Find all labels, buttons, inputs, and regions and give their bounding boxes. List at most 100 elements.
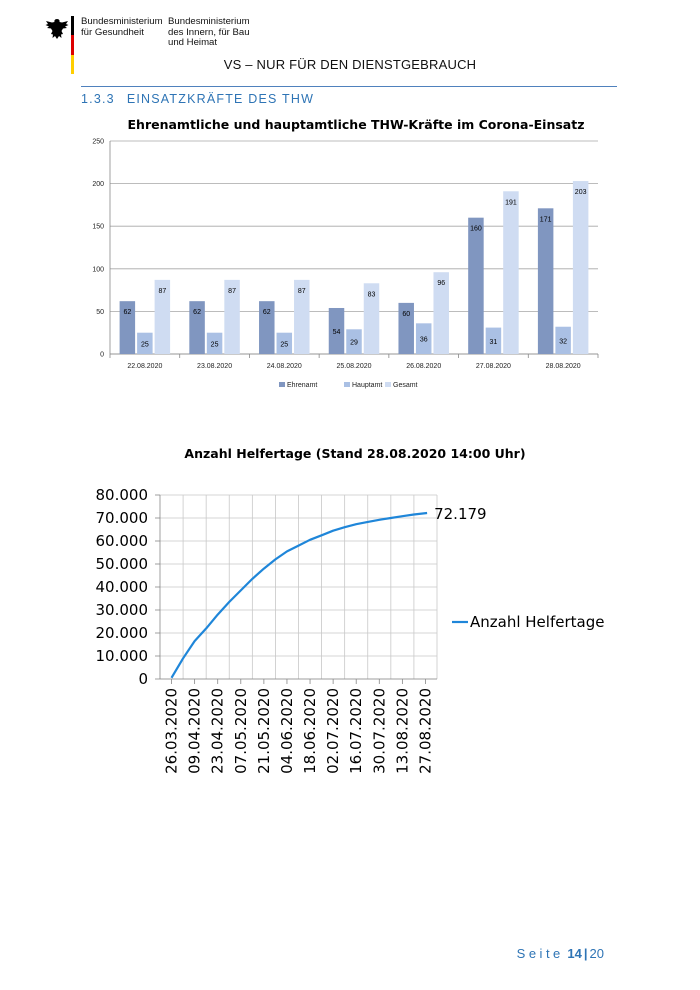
chart1-x-ticks: 22.08.2020 23.08.2020 24.08.2020 25.08.2020… (127, 363, 580, 370)
chart1-y-ticks: 0 50 100 150 200 250 (92, 139, 104, 359)
flag-black (71, 16, 74, 36)
chart1-legend-swatch (279, 382, 285, 387)
classification-label: VS – NUR FÜR DEN DIENSTGEBRAUCH (223, 57, 477, 72)
chart2-y-tick-label: 10.000 (96, 647, 149, 665)
chart1-bar (276, 332, 293, 354)
chart1-bar (572, 181, 589, 354)
chart1-data-label: 60 (402, 311, 410, 318)
chart2-end-value-label: 72.179 (434, 505, 487, 523)
ministry-interior-line3: und Heimat (168, 37, 218, 49)
chart2-y-tick-label: 80.000 (96, 486, 149, 504)
thw-forces-bar-chart: Ehrenamtliche und hauptamtliche THW-Kräf… (92, 117, 599, 389)
chart1-data-label: 62 (123, 309, 131, 316)
chart1-y-tick-label: 200 (92, 181, 104, 188)
chart1-x-tick-label: 25.08.2020 (336, 363, 371, 370)
chart1-y-tick-label: 0 (100, 352, 104, 359)
page-footer: Seite 14 | 20 (517, 946, 604, 961)
german-flag-stripe (71, 16, 74, 74)
chart2-y-tick-label: 30.000 (96, 601, 149, 619)
section-rule (81, 86, 617, 87)
chart1-data-label: 25 (211, 341, 219, 348)
chart1-x-tick-label: 28.08.2020 (546, 363, 581, 370)
chart1-bar (154, 279, 171, 354)
chart1-bar (206, 332, 223, 354)
chart1-data-label: 36 (420, 337, 428, 344)
chart1-bar (363, 283, 380, 354)
chart1-bar (503, 191, 519, 354)
chart2-y-tick-label: 60.000 (96, 532, 149, 550)
chart1-bar (346, 329, 362, 354)
chart1-x-tick-label: 24.08.2020 (267, 363, 302, 370)
chart1-title: Ehrenamtliche und hauptamtliche THW-Kräf… (128, 117, 585, 132)
chart1-legend-label: Gesamt (393, 382, 418, 389)
chart1-bars (119, 181, 589, 354)
chart1-bar (415, 323, 432, 354)
chart1-axes (109, 141, 599, 358)
chart2-x-tick-label: 23.04.2020 (209, 688, 227, 774)
chart1-legend-swatch (385, 382, 391, 387)
chart1-bar (328, 307, 345, 354)
chart1-data-label: 32 (559, 338, 567, 345)
chart1-bar (555, 326, 571, 354)
chart1-y-tick-label: 150 (92, 224, 104, 231)
chart1-bar (468, 217, 484, 354)
chart1-x-tick-label: 23.08.2020 (197, 363, 232, 370)
chart1-bar (485, 327, 502, 354)
chart2-x-tick-label: 09.04.2020 (186, 688, 204, 774)
chart2-title: Anzahl Helfertage (Stand 28.08.2020 14:0… (184, 446, 525, 461)
chart1-data-label: 171 (540, 216, 552, 223)
section-title: EINSATZKRÄFTE DES THW (126, 92, 315, 106)
section-heading: 1.3.3 EINSATZKRÄFTE DES THW (81, 92, 314, 106)
ministry-health-line1: Bundesministerium (81, 16, 163, 27)
chart2-y-ticks: 0 10.000 20.000 30.000 40.000 50.000 60.000 70.… (96, 486, 149, 688)
chart1-x-tick-label: 26.08.2020 (406, 363, 441, 370)
chart1-data-label: 203 (575, 189, 587, 196)
chart2-y-tick-label: 50.000 (96, 555, 149, 573)
chart1-bar (294, 279, 310, 354)
chart2-x-tick-label: 26.03.2020 (163, 688, 181, 774)
chart2-grid (160, 494, 438, 680)
chart2-y-tick-label: 70.000 (96, 509, 149, 527)
page-label: Seite (516, 946, 564, 961)
chart1-bar (398, 302, 414, 354)
chart1-data-label: 83 (368, 291, 376, 298)
chart1-data-label: 62 (193, 309, 201, 316)
chart1-legend-swatch (344, 382, 350, 387)
chart2-x-tick-label: 13.08.2020 (393, 688, 411, 774)
chart1-data-label: 25 (280, 341, 288, 348)
page-total: 20 (589, 946, 604, 961)
ministry-health-label: Bundesministerium für Gesundheit (81, 16, 163, 38)
ministry-interior-line2: des Innern, für Bau (168, 26, 250, 38)
chart2-x-tick-label: 04.06.2020 (278, 688, 296, 774)
chart1-x-tick-label: 27.08.2020 (476, 363, 511, 370)
chart1-y-tick-label: 50 (96, 309, 104, 316)
chart1-data-label: 29 (350, 340, 358, 347)
chart1-bar (189, 301, 205, 354)
chart1-legend-label: Ehrenamt (287, 382, 317, 389)
page-number: 14 (567, 946, 582, 961)
ministry-interior-line1: Bundesministerium (168, 16, 250, 27)
chart1-legend: Ehrenamt Hauptamt Gesamt (279, 382, 418, 389)
chart2-x-tick-label: 16.07.2020 (347, 688, 365, 774)
chart1-bar (259, 301, 275, 354)
chart2-y-tick-label: 20.000 (96, 624, 149, 642)
ministry-interior-label: Bundesministerium des Innern, für Bau un… (168, 16, 250, 49)
federal-eagle-icon (44, 16, 70, 42)
chart1-data-label: 54 (333, 329, 341, 336)
chart1-data-label: 191 (505, 199, 517, 206)
chart1-y-tick-label: 100 (92, 266, 104, 273)
chart1-legend-label: Hauptamt (352, 382, 382, 389)
chart2-line: 72.179 (170, 505, 487, 679)
page-separator: | (583, 946, 588, 961)
chart1-x-tick-label: 22.08.2020 (127, 363, 162, 370)
chart2-axes (155, 494, 437, 684)
chart1-bar (119, 301, 136, 354)
chart2-x-ticks: 26.03.2020 09.04.2020 23.04.2020 07.05.2020… (163, 688, 435, 774)
chart1-data-label: 87 (298, 288, 306, 295)
chart1-bar (537, 208, 554, 354)
chart2-legend: Anzahl Helfertage (452, 613, 604, 631)
chart2-x-tick-label: 21.05.2020 (255, 688, 273, 774)
chart1-data-label: 25 (141, 341, 149, 348)
helper-days-line-chart: Anzahl Helfertage (Stand 28.08.2020 14:0… (96, 446, 605, 774)
flag-red (71, 35, 74, 55)
